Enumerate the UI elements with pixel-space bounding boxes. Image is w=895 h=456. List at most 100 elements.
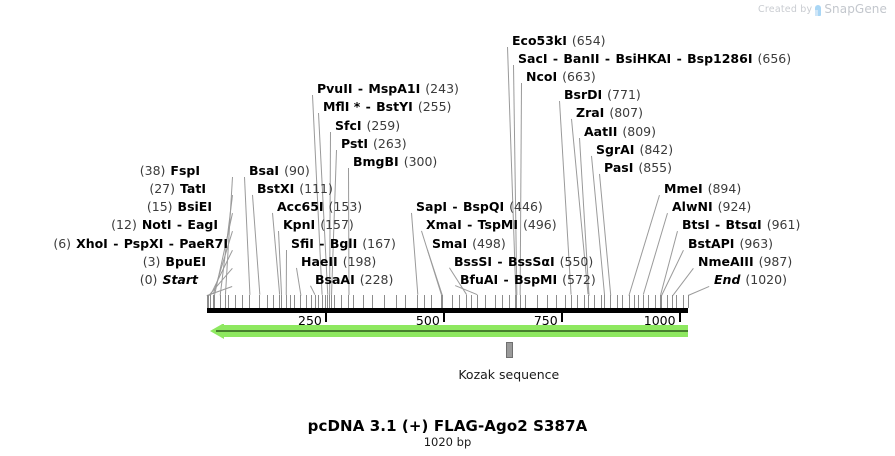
enzyme-name[interactable]: MflI * [323, 99, 361, 115]
enzyme-name[interactable]: BfuAI [460, 272, 499, 287]
enzyme-name[interactable]: BtsαI [725, 217, 762, 233]
enzyme-label-row[interactable]: BsaAI (228) [315, 273, 393, 287]
enzyme-label-row[interactable]: BstXI (111) [257, 182, 333, 196]
enzyme-name[interactable]: SacI [518, 50, 548, 66]
enzyme-name[interactable]: BspQI [462, 199, 505, 215]
enzyme-name[interactable]: AlwNI [672, 199, 713, 215]
enzyme-label-row[interactable]: (38) FspI [140, 164, 228, 178]
site-tick [306, 295, 307, 308]
enzyme-name[interactable]: BsiEI [177, 199, 212, 215]
enzyme-name[interactable]: PvuII [317, 81, 353, 97]
enzyme-name[interactable]: MspA1I [368, 81, 421, 97]
enzyme-name[interactable]: Eco53kI [512, 32, 567, 48]
site-tick [688, 295, 689, 308]
enzyme-name[interactable]: NotI [141, 217, 172, 233]
enzyme-name[interactable]: BstAPI [688, 235, 735, 251]
enzyme-label-row[interactable]: BsaI (90) [249, 164, 310, 178]
enzyme-label-row[interactable]: (12) NotI - EagI [111, 218, 228, 232]
enzyme-name[interactable]: BssSαI [507, 253, 555, 269]
enzyme-name[interactable]: PaeR7I [179, 235, 228, 251]
enzyme-name[interactable]: SapI [416, 199, 448, 215]
enzyme-name[interactable]: PasI [604, 160, 634, 175]
enzyme-label-row[interactable]: NmeAIII (987) [698, 255, 792, 269]
enzyme-label-row[interactable]: SfiI - BglI (167) [291, 237, 396, 251]
enzyme-name[interactable]: BglI [329, 235, 358, 251]
enzyme-name[interactable]: XhoI [76, 235, 108, 251]
enzyme-name[interactable]: BstXI [257, 181, 295, 196]
enzyme-name[interactable]: TspMI [477, 217, 519, 233]
enzyme-name[interactable]: MmeI [664, 181, 703, 196]
enzyme-name[interactable]: BstYI [376, 99, 413, 115]
enzyme-name[interactable]: BpuEI [165, 253, 206, 269]
kozak-sequence[interactable] [505, 342, 513, 358]
enzyme-label-row[interactable]: AlwNI (924) [672, 200, 751, 214]
enzyme-separator: - [499, 272, 514, 287]
enzyme-label-row[interactable]: BssSI - BssSαI (550) [454, 255, 593, 269]
enzyme-name[interactable]: FspI [170, 162, 200, 178]
site-position: (656) [757, 50, 792, 66]
enzyme-label-row[interactable]: MmeI (894) [664, 182, 741, 196]
enzyme-label-row[interactable]: KpnI (157) [283, 218, 354, 232]
enzyme-name[interactable]: Start [162, 272, 198, 287]
enzyme-label-row[interactable]: BstAPI (963) [688, 237, 773, 251]
enzyme-label-row[interactable]: PvuII - MspA1I (243) [317, 82, 459, 96]
enzyme-name[interactable]: SfcI [335, 117, 362, 133]
enzyme-label-row[interactable]: MflI * - BstYI (255) [323, 100, 451, 114]
enzyme-label-row[interactable]: (6) XhoI - PspXI - PaeR7I [53, 237, 228, 251]
enzyme-label-row[interactable]: SfcI (259) [335, 119, 400, 133]
enzyme-name[interactable]: BsrDI [564, 87, 603, 103]
enzyme-label-row[interactable]: BmgBI (300) [353, 155, 437, 169]
site-position: (572) [562, 272, 596, 287]
enzyme-label-row[interactable]: End (1020) [714, 273, 787, 287]
enzyme-label-row[interactable]: (3) BpuEI [143, 255, 228, 269]
enzyme-label-row[interactable]: PstI (263) [341, 137, 407, 151]
enzyme-label-row[interactable]: (27) TatI [149, 182, 228, 196]
enzyme-name[interactable]: BsaI [249, 162, 280, 178]
enzyme-name[interactable]: SmaI [432, 235, 468, 251]
enzyme-name[interactable]: XmaI [426, 217, 462, 233]
enzyme-name[interactable]: BspMI [514, 272, 558, 287]
enzyme-name[interactable]: BsiHKAI [615, 50, 672, 66]
enzyme-name[interactable]: SfiI [291, 235, 314, 251]
enzyme-name[interactable]: EagI [187, 217, 218, 233]
enzyme-name[interactable]: NmeAIII [698, 253, 754, 269]
enzyme-label-row[interactable]: SmaI (498) [432, 237, 506, 251]
enzyme-name[interactable]: Bsp1286I [687, 50, 753, 66]
site-position: (894) [707, 181, 742, 196]
enzyme-name[interactable]: HaeII [301, 253, 338, 269]
enzyme-name[interactable]: BtsI [682, 217, 710, 233]
enzyme-label-row[interactable]: SapI - BspQI (446) [416, 200, 543, 214]
site-tick [588, 295, 589, 308]
enzyme-label-row[interactable]: BfuAI - BspMI (572) [460, 273, 596, 287]
enzyme-name[interactable]: TatI [180, 181, 206, 196]
enzyme-name[interactable]: BssSI [454, 253, 493, 269]
enzyme-label-row[interactable]: SgrAI (842) [596, 143, 673, 157]
enzyme-name[interactable]: Acc65I [277, 199, 324, 215]
enzyme-label-row[interactable]: BtsI - BtsαI (961) [682, 218, 800, 232]
enzyme-name[interactable]: PspXI [123, 235, 164, 251]
enzyme-label-row[interactable]: PasI (855) [604, 161, 672, 175]
enzyme-label-row[interactable]: BsrDI (771) [564, 88, 641, 102]
enzyme-name[interactable]: SgrAI [596, 141, 635, 157]
enzyme-label-row[interactable]: SacI - BanII - BsiHKAI - Bsp1286I (656) [518, 52, 791, 66]
scale-tick [561, 313, 563, 322]
site-position: (263) [373, 135, 407, 151]
enzyme-label-row[interactable]: Acc65I (153) [277, 200, 362, 214]
enzyme-name[interactable]: BmgBI [353, 154, 399, 169]
enzyme-label-row[interactable]: (15) BsiEI [147, 200, 228, 214]
enzyme-name[interactable]: BanII [563, 50, 600, 66]
enzyme-label-row[interactable]: ZraI (807) [576, 106, 643, 120]
enzyme-label-row[interactable]: AatII (809) [584, 125, 656, 139]
enzyme-label-row[interactable]: NcoI (663) [526, 70, 596, 84]
enzyme-label-row[interactable]: HaeII (198) [301, 255, 376, 269]
enzyme-name[interactable]: ZraI [576, 105, 605, 121]
enzyme-name[interactable]: BsaAI [315, 272, 355, 287]
enzyme-name[interactable]: End [714, 272, 741, 287]
enzyme-name[interactable]: PstI [341, 135, 369, 151]
enzyme-name[interactable]: KpnI [283, 217, 316, 233]
enzyme-label-row[interactable]: Eco53kI (654) [512, 34, 606, 48]
enzyme-name[interactable]: NcoI [526, 69, 558, 84]
enzyme-label-row[interactable]: XmaI - TspMI (496) [426, 218, 557, 232]
enzyme-name[interactable]: AatII [584, 123, 618, 139]
enzyme-label-row[interactable]: (0) Start [140, 273, 228, 287]
